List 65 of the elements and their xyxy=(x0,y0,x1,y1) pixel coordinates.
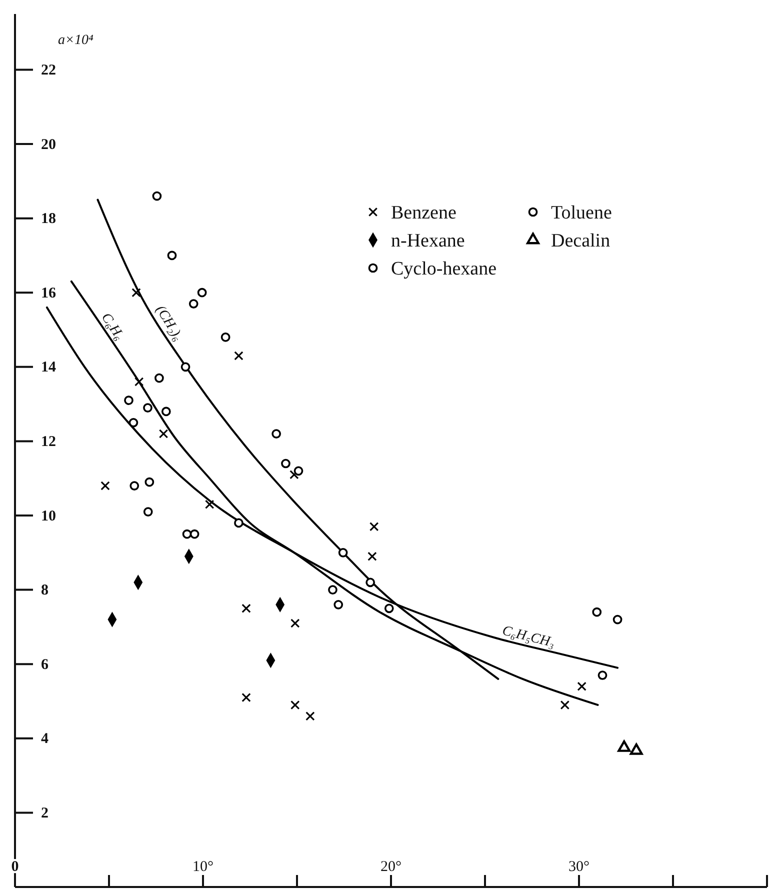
point xyxy=(220,332,230,342)
point xyxy=(154,373,164,383)
point xyxy=(368,552,377,562)
point xyxy=(294,466,304,476)
legend-label: Decalin xyxy=(551,230,611,252)
point xyxy=(242,692,251,702)
point xyxy=(134,377,144,386)
legend-label: Cyclo-hexane xyxy=(391,258,497,280)
legend-label: Toluene xyxy=(551,202,612,224)
point xyxy=(182,529,192,539)
point xyxy=(100,481,110,490)
point xyxy=(384,604,394,614)
point xyxy=(328,585,338,594)
point xyxy=(167,250,177,260)
point xyxy=(188,299,198,308)
y-tick-label: 8 xyxy=(41,582,48,599)
y-tick-label: 6 xyxy=(41,656,49,673)
point xyxy=(369,522,379,532)
y-tick-label: 4 xyxy=(41,731,49,748)
point xyxy=(143,507,153,516)
point xyxy=(197,288,207,298)
point xyxy=(338,548,348,558)
point xyxy=(180,362,190,372)
x-tick-label: 30° xyxy=(568,859,590,875)
point xyxy=(334,600,344,610)
point xyxy=(204,500,214,509)
y-tick-label: 2 xyxy=(41,806,48,822)
legend-label: Benzene xyxy=(391,202,456,224)
point xyxy=(290,618,300,628)
point xyxy=(272,429,282,438)
y-tick-label: 16 xyxy=(41,285,56,302)
y-tick-label: 20 xyxy=(41,136,56,153)
point xyxy=(592,607,602,617)
point xyxy=(242,604,251,614)
y-axis-title: a×10⁴ xyxy=(58,33,94,48)
text: C₆H₅CH₃ xyxy=(500,624,556,652)
point xyxy=(234,351,244,360)
y-tick-label: 14 xyxy=(41,360,56,376)
point xyxy=(161,406,171,416)
point xyxy=(560,700,570,710)
point xyxy=(158,429,168,438)
point xyxy=(290,470,299,480)
point xyxy=(143,403,152,412)
point xyxy=(152,191,162,201)
point xyxy=(130,481,140,490)
point xyxy=(598,670,608,680)
point xyxy=(128,418,138,428)
x-tick-label: 20° xyxy=(380,859,402,875)
y-tick-label: 22 xyxy=(41,62,56,79)
point xyxy=(366,578,376,588)
point xyxy=(132,288,141,298)
point xyxy=(190,529,200,539)
x-tick-label: 10° xyxy=(192,859,214,875)
legend-label: n-Hexane xyxy=(391,230,465,252)
point xyxy=(234,518,244,528)
point xyxy=(577,682,586,692)
point xyxy=(290,700,300,710)
y-tick-label: 18 xyxy=(41,211,56,228)
y-tick-label: 10 xyxy=(41,508,56,524)
point xyxy=(612,614,622,624)
point xyxy=(144,477,154,487)
point xyxy=(306,711,315,721)
point xyxy=(124,396,134,406)
point xyxy=(281,458,290,468)
y-tick-label: 12 xyxy=(41,434,56,450)
